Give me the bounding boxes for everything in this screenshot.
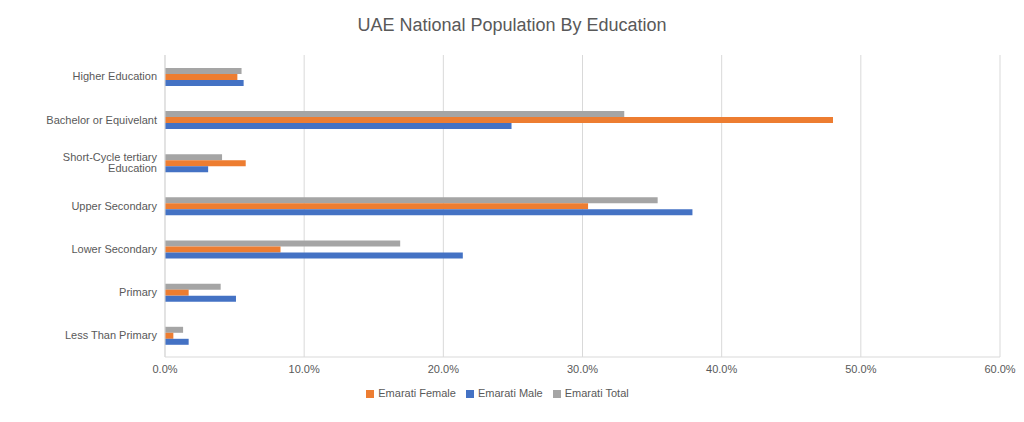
svg-text:Bachelor or Equivelant: Bachelor or Equivelant [46,114,157,126]
html-text:UAE National Population By Edu: UAE National Population By Education [357,15,667,35]
svg-text:Less Than Primary: Less Than Primary [65,329,158,341]
html-text:Emarati Male: Emarati Male [477,387,543,399]
html-text:Emarati Female: Emarati Female [378,387,456,399]
svg-text:20.0%: 20.0% [428,363,459,375]
svg-text:50.0%: 50.0% [845,363,876,375]
svg-text:0.0%: 0.0% [152,363,177,375]
svg-text:Short-Cycle tertiaryEducation: Short-Cycle tertiaryEducation [63,151,158,174]
svg-text:30.0%: 30.0% [567,363,598,375]
svg-text:Upper Secondary: Upper Secondary [71,200,157,212]
svg-text:60.0%: 60.0% [984,363,1015,375]
svg-text:40.0%: 40.0% [706,363,737,375]
svg-text:Primary: Primary [119,286,157,298]
svg-text:10.0%: 10.0% [289,363,320,375]
html-text:Emarati Total: Emarati Total [564,387,629,399]
svg-text:Higher Education: Higher Education [73,70,157,82]
svg-text:Lower Secondary: Lower Secondary [71,243,157,255]
